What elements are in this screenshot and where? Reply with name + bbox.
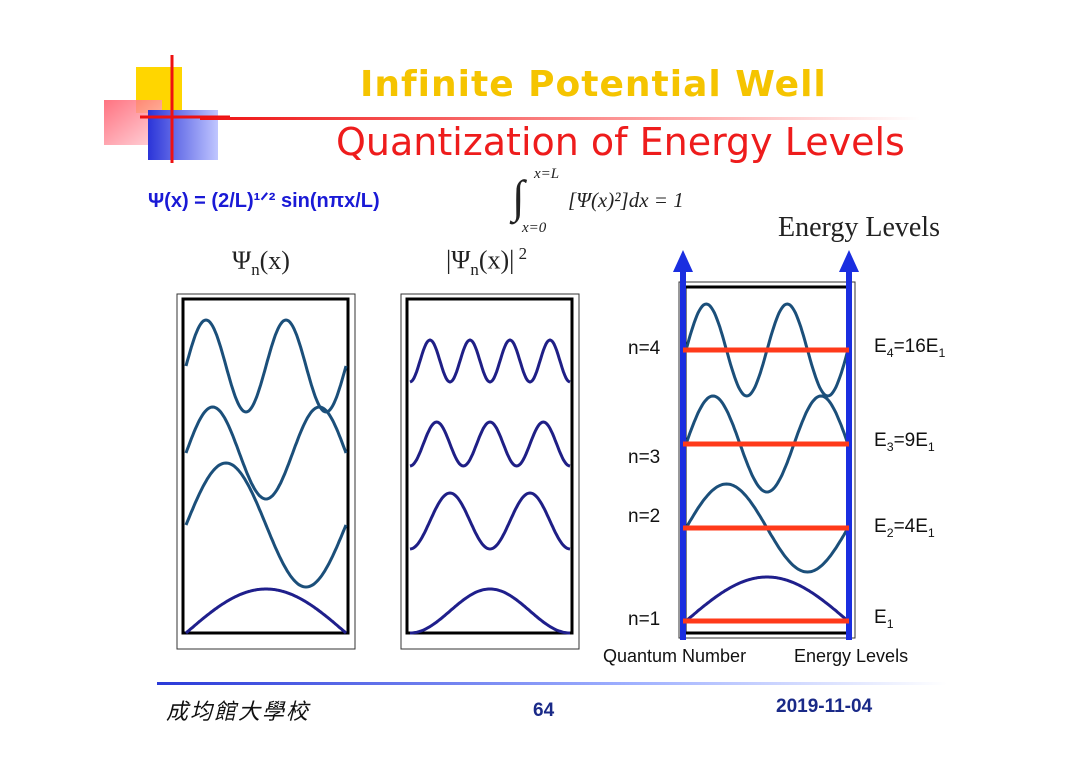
axis-label-quantum-number: Quantum Number (603, 646, 747, 666)
quantum-number-label-n2: n=2 (628, 506, 661, 527)
label-psi-squared: |Ψn(x)| 2 (446, 244, 528, 279)
energy-psi-curve-n3 (684, 394, 850, 494)
quantum-number-label-n4: n=4 (628, 338, 661, 359)
psi-squared-curve-n1 (410, 587, 570, 635)
psi-squared-panel-box (405, 297, 574, 635)
integral-lower-limit: x=0 (522, 220, 547, 236)
psi-squared-panel-frame (400, 293, 580, 650)
energy-panel-box (683, 285, 851, 635)
energy-value-label-n3: E3=9E1 (874, 430, 935, 454)
energy-panel-frame (678, 281, 856, 639)
quantum-number-label-n3: n=3 (628, 447, 661, 468)
label-energy-levels: Energy Levels (778, 212, 940, 243)
psi-panel-frame (176, 293, 356, 650)
energy-psi-curve-n1 (685, 575, 849, 623)
integral-integrand: [Ψ(x)²]dx = 1 (568, 188, 684, 212)
integral-sign: ∫ (512, 171, 525, 222)
slide-subtitle: Quantization of Energy Levels (336, 120, 905, 164)
energy-value-label-n1: E1 (874, 607, 894, 631)
psi-curve-n4 (184, 318, 348, 414)
energy-arrow-head-icon (839, 250, 859, 272)
label-psi: Ψn(x) (232, 246, 290, 280)
header-rule (200, 117, 920, 120)
normalization-integral: ∫ x=L x=0 [Ψ(x)²]dx = 1 (512, 166, 752, 236)
psi-squared-curve-n3 (409, 420, 571, 468)
energy-value-label-n2: E2=4E1 (874, 516, 935, 540)
quantum-number-label-n1: n=1 (628, 609, 661, 630)
slide-title: Infinite Potential Well (360, 64, 827, 105)
energy-value-label-n4: E4=16E1 (874, 336, 946, 360)
psi-curve-n1 (184, 587, 348, 635)
integral-upper-limit: x=L (534, 166, 560, 182)
psi-squared-curve-n4 (409, 338, 571, 384)
psi-curve-n3 (184, 405, 348, 501)
psi-curve-n2 (184, 461, 348, 589)
axis-label-energy-levels: Energy Levels (794, 646, 909, 666)
footer-rule (157, 682, 947, 685)
psi-panel-box (181, 297, 350, 635)
quantum-arrow-head-icon (673, 250, 693, 272)
footer-university: 成均館大學校 (166, 700, 311, 725)
footer-date: 2019-11-04 (776, 696, 873, 717)
page-number: 64 (533, 700, 555, 721)
decorative-logo (104, 55, 230, 163)
psi-squared-curve-n2 (409, 491, 571, 551)
wavefunction-formula: Ψ(x) = (2/L)¹ᐟ² sin(nπx/L) (148, 190, 380, 212)
